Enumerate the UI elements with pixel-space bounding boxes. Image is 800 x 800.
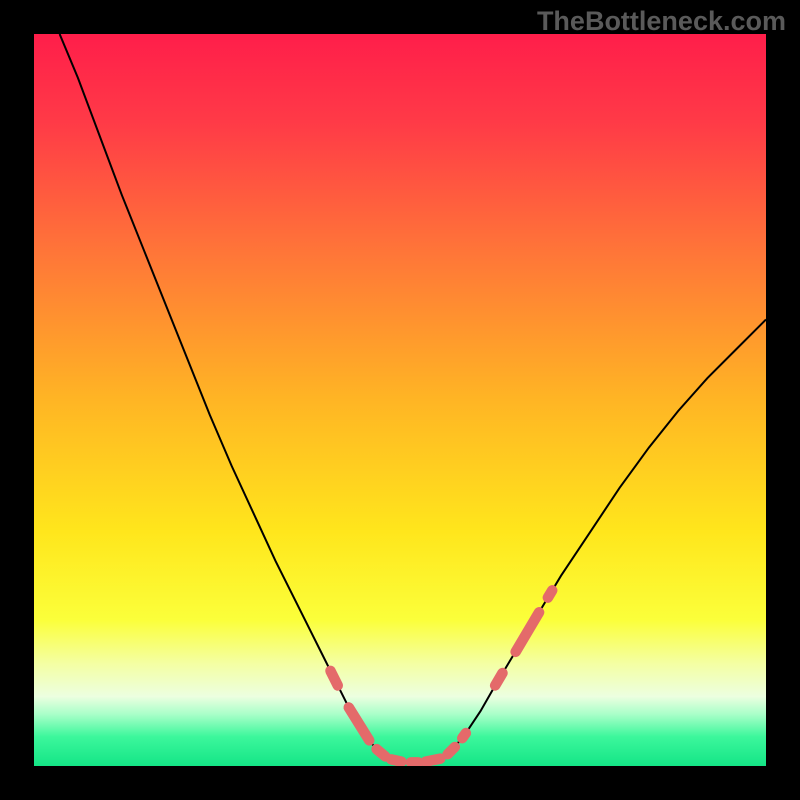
- curve-marker: [448, 747, 455, 754]
- curve-marker: [391, 759, 401, 761]
- curve-marker: [495, 673, 502, 685]
- curve-marker: [377, 749, 386, 756]
- curve-marker: [462, 733, 466, 738]
- bottleneck-chart: TheBottleneck.com: [0, 0, 800, 800]
- watermark-text: TheBottleneck.com: [537, 6, 786, 37]
- plot-svg: [34, 34, 766, 766]
- curve-marker: [426, 759, 441, 762]
- plot-area: [34, 34, 766, 766]
- curve-marker: [330, 671, 337, 686]
- curve-marker: [548, 590, 552, 597]
- plot-background: [34, 34, 766, 766]
